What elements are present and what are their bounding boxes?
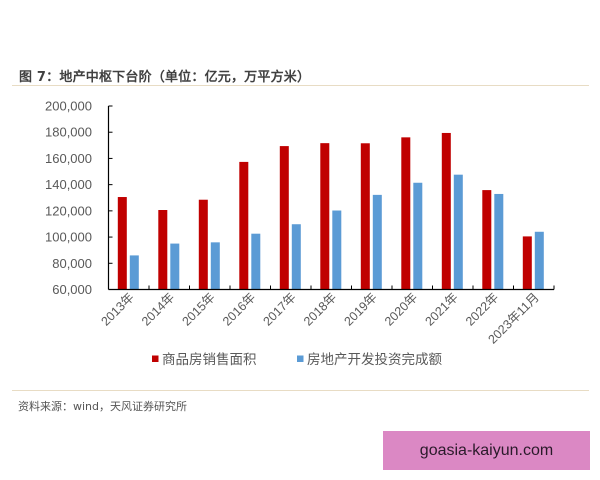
x-tick-label: 2015年 [179, 290, 217, 328]
x-tick-label: 2022年 [463, 290, 501, 328]
bar-sales-area [320, 143, 330, 290]
y-tick-label: 180,000 [45, 125, 92, 140]
title-separator [12, 85, 589, 86]
y-tick-label: 120,000 [45, 203, 92, 218]
bar-investment [494, 193, 504, 290]
bar-sales-area [360, 143, 370, 290]
bar-sales-area [158, 210, 168, 290]
bar-sales-area [401, 137, 411, 290]
bar-investment [210, 242, 220, 290]
watermark-text: goasia-kaiyun.com [419, 441, 554, 459]
x-axis: 2013年 2014年 2015年 2016年 2017年 2018年 2019年 2020年… [98, 285, 555, 347]
legend-label: 房地产开发投资完成额 [307, 352, 442, 368]
bar-investment [413, 182, 423, 290]
bar-sales-area [441, 132, 451, 290]
bar-sales-area [279, 146, 289, 290]
bar-sales-area [239, 161, 249, 290]
x-tick-label: 2017年 [260, 290, 298, 328]
bar-investment [291, 224, 301, 290]
bar-sales-area [522, 236, 532, 290]
source-separator [12, 390, 589, 391]
y-tick-label: 160,000 [45, 151, 92, 166]
legend-swatch [152, 355, 159, 362]
bar-sales-area [482, 190, 492, 290]
legend-label: 商品房销售面积 [162, 352, 257, 368]
watermark-banner: goasia-kaiyun.com [383, 431, 590, 470]
legend: 商品房销售面积 房地产开发投资完成额 [152, 352, 442, 368]
y-axis: 60,000 80,000 100,000 120,000 140,000 160,000… [45, 99, 113, 297]
bar-investment [251, 233, 261, 290]
x-tick-label: 2019年 [341, 290, 379, 328]
y-tick-label: 140,000 [45, 177, 92, 192]
x-tick-label: 2018年 [301, 290, 339, 328]
y-tick-label: 60,000 [52, 282, 92, 297]
legend-swatch [297, 355, 304, 362]
bar-investment [170, 243, 180, 290]
y-tick-label: 100,000 [45, 230, 92, 245]
bar-investment [129, 255, 139, 290]
bar-sales-area [117, 197, 127, 290]
x-tick-label: 2013年 [98, 290, 136, 328]
bar-chart: 60,000 80,000 100,000 120,000 140,000 160,000… [45, 99, 555, 368]
x-tick-label: 2016年 [220, 290, 258, 328]
bar-investment [372, 194, 382, 290]
bar-investment [453, 174, 463, 290]
bars [117, 132, 544, 290]
bar-sales-area [198, 199, 208, 290]
x-tick-label: 2021年 [422, 290, 460, 328]
figure-title: 图 7：地产中枢下台阶（单位：亿元，万平方米） [19, 70, 311, 85]
y-tick-label: 200,000 [45, 99, 92, 114]
y-tick-label: 80,000 [52, 256, 92, 271]
source-note: 资料来源：wind，天风证券研究所 [18, 400, 188, 413]
x-tick-label: 2020年 [382, 290, 420, 328]
bar-investment [534, 231, 544, 290]
bar-investment [332, 210, 342, 290]
x-tick-label: 2014年 [139, 290, 177, 328]
